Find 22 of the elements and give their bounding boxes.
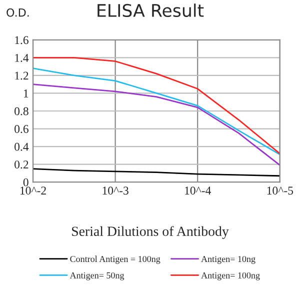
legend-label: Antigen= 10ng xyxy=(201,256,256,264)
y-tick-label: 0 xyxy=(23,178,28,186)
x-tick-label: 10^-5 xyxy=(267,186,294,195)
x-tick-label: 10^-3 xyxy=(102,186,128,195)
line-series xyxy=(33,168,280,177)
legend-label: Antigen= 100ng xyxy=(201,272,260,280)
x-axis-title: Serial Dilutions of Antibody xyxy=(72,226,229,239)
y-tick-label: 1.4 xyxy=(15,54,29,62)
y-tick-label: 0.6 xyxy=(14,125,28,134)
y-tick-label: 1.2 xyxy=(15,72,28,80)
legend-label: Antigen= 50ng xyxy=(70,272,124,280)
y-tick-label: 0.2 xyxy=(14,160,28,169)
legend-label: Control Antigen = 100ng xyxy=(70,256,160,264)
line-series xyxy=(33,84,280,166)
y-tick-label: 1 xyxy=(24,90,28,98)
y-tick-label: 1.6 xyxy=(15,36,28,44)
x-tick-label: 10^-2 xyxy=(20,186,46,195)
x-tick-label: 10^-4 xyxy=(185,186,212,195)
y-axis-title: O.D. xyxy=(6,8,29,17)
y-tick-label: 0.4 xyxy=(14,142,29,151)
chart-title: ELISA Result xyxy=(98,4,204,18)
y-tick-label: 0.8 xyxy=(14,107,28,116)
